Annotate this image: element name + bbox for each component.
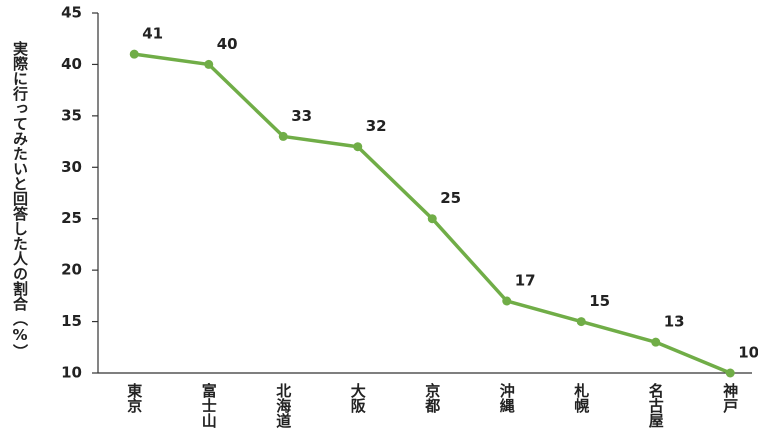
x-tick-label: 大阪 xyxy=(349,382,367,414)
y-tick-label: 10 xyxy=(61,364,82,382)
point xyxy=(427,214,437,224)
x-tick-label: 名古屋 xyxy=(647,382,665,429)
data-label: 10 xyxy=(738,344,758,362)
x-tick-label: 富士山 xyxy=(200,382,218,429)
data-label: 25 xyxy=(440,189,461,207)
point xyxy=(576,317,586,327)
point xyxy=(725,368,735,378)
data-label: 40 xyxy=(217,35,238,53)
x-tick-label: 沖縄 xyxy=(498,382,516,414)
x-tick-label: 札幌 xyxy=(572,382,590,414)
x-tick-label: 北海道 xyxy=(274,383,292,428)
y-tick-label: 30 xyxy=(61,158,82,176)
data-label: 32 xyxy=(366,117,387,135)
point xyxy=(204,59,214,69)
point xyxy=(353,142,363,152)
y-tick-label: 20 xyxy=(61,261,82,279)
x-tick-label: 東京 xyxy=(125,382,143,414)
point xyxy=(278,131,288,141)
x-tick-label: 京都 xyxy=(423,382,441,414)
data-label: 41 xyxy=(142,25,163,43)
point xyxy=(502,296,512,306)
x-tick-label: 神戸 xyxy=(721,382,739,414)
data-label: 15 xyxy=(589,292,610,310)
data-label: 17 xyxy=(515,272,536,290)
y-tick-label: 40 xyxy=(61,55,82,73)
point xyxy=(651,337,661,347)
point xyxy=(129,49,139,59)
y-tick-label: 15 xyxy=(61,312,82,330)
y-tick-label: 25 xyxy=(61,209,82,227)
data-label: 13 xyxy=(664,313,685,331)
line xyxy=(134,52,731,375)
y-tick-label: 45 xyxy=(61,4,82,22)
data-label: 33 xyxy=(291,107,312,125)
y-axis-label: 実際に行ってみたいと回答した人の割合（%） xyxy=(11,40,29,359)
y-tick-label: 35 xyxy=(61,106,82,124)
